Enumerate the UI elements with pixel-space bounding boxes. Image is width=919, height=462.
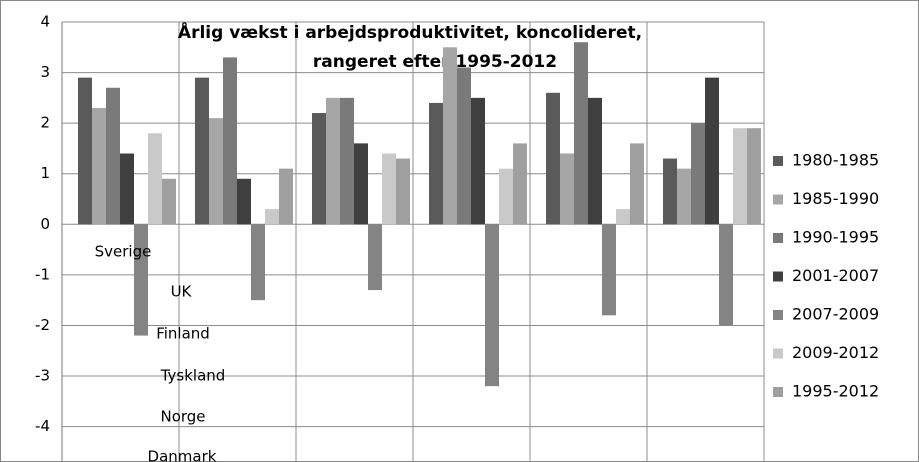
legend-swatch (773, 348, 783, 359)
bar (747, 128, 761, 225)
y-tick-label: 2 (40, 114, 50, 132)
legend-swatch (773, 194, 783, 205)
bar (237, 178, 251, 225)
bar (733, 128, 747, 225)
bar (677, 168, 691, 225)
bar (312, 113, 326, 225)
bar (691, 123, 705, 225)
bar (719, 224, 733, 326)
bar (630, 143, 644, 225)
x-tick-label: Norge (160, 408, 205, 426)
bar (560, 153, 574, 225)
legend-label: 1995-2012 (792, 382, 879, 401)
x-tick-label: Tyskland (160, 367, 226, 385)
y-tick-label: 4 (40, 13, 50, 31)
bar (574, 42, 588, 225)
legend-swatch (773, 233, 783, 243)
bar (471, 97, 485, 225)
bar (265, 209, 279, 225)
bar (616, 209, 630, 225)
legend-swatch (773, 156, 783, 166)
bar (223, 57, 237, 225)
x-tick-label: Danmark (148, 448, 217, 462)
bar (279, 168, 293, 225)
bar (663, 158, 677, 225)
bar (443, 47, 457, 225)
bar (209, 118, 223, 225)
bar (602, 224, 616, 316)
bar (457, 67, 471, 225)
bar (368, 224, 382, 291)
legend-swatch (773, 310, 783, 320)
bar (148, 133, 162, 225)
y-tick-label: -2 (35, 316, 50, 334)
legend-label: 2001-2007 (792, 266, 879, 285)
bar (382, 153, 396, 225)
bar (513, 143, 527, 225)
bar (546, 92, 560, 225)
bar (396, 158, 410, 225)
bar (195, 77, 209, 225)
y-tick-label: 3 (40, 63, 50, 81)
bar (251, 224, 265, 301)
bar (429, 102, 443, 225)
legend-label: 1985-1990 (792, 189, 879, 208)
legend-label: 2009-2012 (792, 343, 879, 362)
x-tick-label: Finland (156, 325, 210, 343)
legend-swatch (773, 271, 783, 282)
bar (588, 97, 602, 225)
legend-swatch (773, 387, 783, 397)
bar (134, 224, 148, 336)
bar (92, 107, 106, 225)
bar (705, 77, 719, 225)
y-tick-label: -4 (35, 417, 50, 435)
bar (78, 77, 92, 225)
legend-label: 2007-2009 (792, 305, 879, 324)
legend-label: 1990-1995 (792, 228, 879, 247)
bar (326, 97, 340, 225)
bar (354, 143, 368, 225)
bar (106, 87, 120, 225)
y-tick-label: -3 (35, 367, 50, 385)
y-tick-label: 1 (40, 164, 50, 182)
y-tick-label: 0 (40, 215, 50, 233)
x-tick-label: UK (171, 283, 193, 301)
bar (120, 153, 134, 225)
bar (340, 97, 354, 225)
y-tick-label: -1 (35, 265, 50, 283)
bar (485, 224, 499, 387)
bar (499, 168, 513, 225)
x-tick-label: Sverige (95, 243, 152, 261)
bar (162, 178, 176, 225)
chart-title: rangeret efter 1995-2012 (313, 52, 557, 72)
chart-title: Årlig vækst i arbejdsproduktivitet, konc… (178, 20, 642, 43)
legend-label: 1980-1985 (792, 151, 879, 170)
